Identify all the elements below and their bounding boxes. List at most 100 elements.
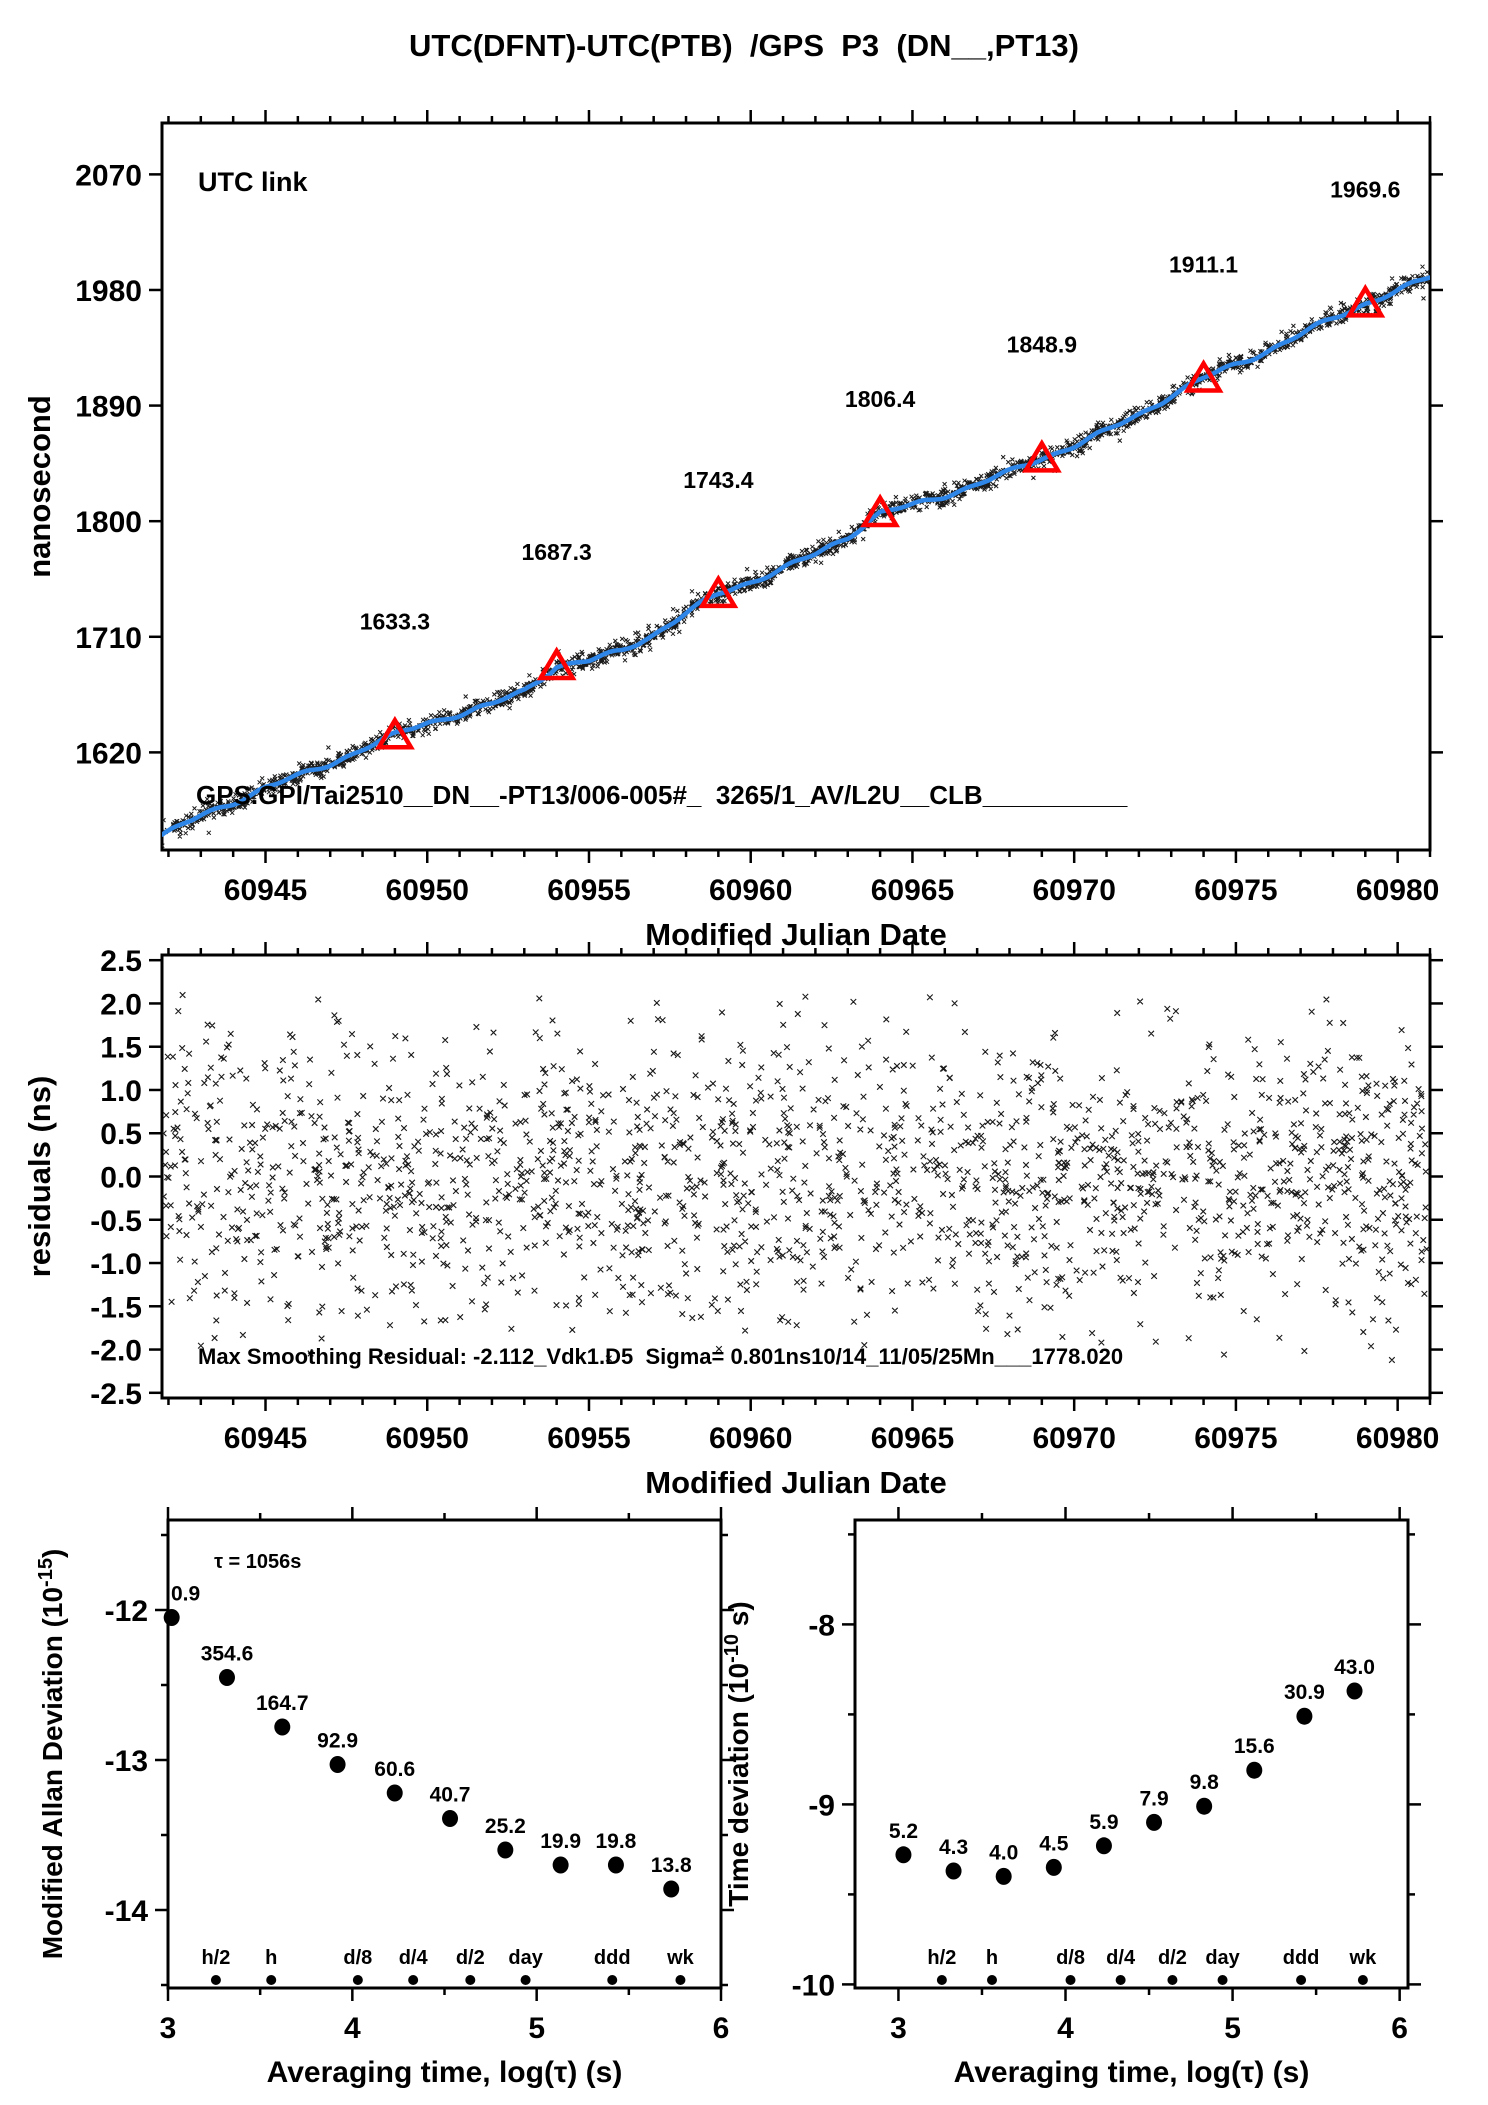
top-panel: 60945 60950 60955 60960 60965 60970 60975 60980…	[22, 110, 1443, 952]
point-value-label: 9.8	[1190, 1771, 1220, 1794]
residuals-panel: 60945 60950 60955 60960 60965 60970 60975 60980…	[22, 942, 1443, 1500]
data-point	[218, 1669, 235, 1686]
point-value-label: 1848.9	[1007, 331, 1077, 357]
y-tick-label: 1.0	[100, 1075, 142, 1108]
point-value-label: 4.3	[939, 1836, 968, 1859]
data-point	[163, 1609, 180, 1626]
point-value-label: 7.9	[1139, 1787, 1168, 1810]
y-tick-label: -14	[105, 1895, 149, 1928]
point-value-label: 15.6	[1234, 1735, 1275, 1758]
timescale-dot	[986, 1975, 997, 1985]
timescale-label: d/8	[1056, 1947, 1085, 1969]
y-tick-label: -1.0	[90, 1248, 142, 1281]
x-axis-title: Modified Julian Date	[645, 1465, 946, 1500]
residual-annotation: Max Smoothing Residual: -2.112_Vdk1.D5 S…	[198, 1344, 1123, 1369]
timescale-dot	[675, 1975, 686, 1985]
x-tick-label: 60950	[386, 874, 469, 907]
data-point	[329, 1756, 346, 1773]
point-value-label: 40.7	[430, 1784, 471, 1807]
timescale-dot	[1115, 1975, 1126, 1985]
y-tick-label: -2.0	[90, 1335, 142, 1368]
x-tick-label: 4	[1057, 2012, 1074, 2045]
residuals-scatter	[162, 991, 1430, 1364]
top-series	[162, 264, 1430, 849]
y-tick-label: 0.0	[100, 1162, 142, 1195]
residual-points	[162, 991, 1430, 1364]
x-tick-label: 3	[890, 2012, 907, 2045]
x-tick-label: 60970	[1032, 874, 1115, 907]
point-value-label: 1633.3	[360, 608, 430, 634]
timescale-dot	[936, 1975, 947, 1985]
y-tick-label: 2.5	[100, 945, 142, 978]
point-value-label: 25.2	[485, 1815, 526, 1838]
timescale-label: d/2	[456, 1947, 485, 1969]
timescale-label: h	[265, 1947, 277, 1969]
y-tick-label: 1710	[75, 622, 142, 655]
x-axis-title: Modified Julian Date	[645, 917, 946, 952]
data-point	[274, 1718, 291, 1736]
timescale-dot	[607, 1975, 618, 1985]
y-tick-label: -2.5	[90, 1378, 142, 1411]
y-tick-label: -13	[105, 1745, 148, 1778]
y-tick-label: 2.0	[100, 988, 142, 1021]
point-value-label: 13.8	[651, 1854, 692, 1877]
y-tick-label: -12	[105, 1595, 148, 1628]
x-tick-label: 60980	[1356, 874, 1439, 907]
data-point	[607, 1856, 624, 1874]
point-value-label: 0.9	[171, 1583, 200, 1606]
timescale-label: d/4	[399, 1947, 429, 1969]
point-value-label: 1911.1	[1169, 251, 1238, 277]
point-value-label: 5.9	[1089, 1811, 1118, 1834]
timescale-label: wk	[666, 1947, 695, 1969]
timescale-dot	[352, 1975, 363, 1985]
triangle-marker	[536, 646, 577, 681]
x-tick-label: 60980	[1356, 1422, 1439, 1455]
point-value-label: 1969.6	[1330, 176, 1400, 202]
utc-link-label: UTC link	[198, 167, 308, 197]
data-point	[995, 1867, 1012, 1885]
data-point	[552, 1856, 569, 1874]
x-tick-label: 60960	[709, 1422, 792, 1455]
y-axis-title: nanosecond	[22, 395, 57, 578]
triangle-marker	[1021, 438, 1062, 473]
x-tick-label: 60950	[386, 1422, 469, 1455]
triangle-marker	[1345, 283, 1386, 318]
data-point	[497, 1841, 514, 1859]
y-tick-label: 0.5	[100, 1118, 142, 1151]
point-value-label: 1806.4	[845, 386, 916, 412]
point-value-label: 164.7	[256, 1692, 309, 1715]
timescale-dot	[1296, 1975, 1307, 1985]
y-tick-label: 1620	[75, 737, 142, 770]
point-value-label: 19.8	[595, 1830, 636, 1853]
timescale-label: ddd	[1283, 1947, 1320, 1969]
data-point	[663, 1880, 680, 1898]
timescale-dot	[210, 1975, 221, 1985]
x-tick-label: 5	[528, 2012, 545, 2045]
timescale-dot	[408, 1975, 419, 1985]
timescale-label: day	[1205, 1947, 1240, 1969]
triangle-marker	[374, 715, 415, 750]
point-value-label: 4.0	[989, 1841, 1018, 1864]
plot-frame	[160, 121, 1432, 852]
point-value-label: 19.9	[540, 1830, 581, 1853]
x-tick-label: 60975	[1194, 1422, 1277, 1455]
timescale-dot	[1065, 1975, 1076, 1985]
data-point	[945, 1862, 962, 1880]
plot-frame	[166, 1518, 723, 1990]
data-point	[1146, 1813, 1163, 1831]
data-point	[386, 1784, 403, 1802]
mdev-panel: 3 4 5 6 -12 -13 -14 Averaging time, log(τ) (s) M…	[35, 1507, 734, 2089]
data-point	[1045, 1858, 1062, 1876]
point-value-label: 354.6	[201, 1643, 254, 1666]
point-value-label: 1743.4	[683, 467, 754, 493]
y-tick-label: 1890	[75, 391, 142, 424]
series-annotation: GPS.GPI/Tai2510__DN__-PT13/006-005#_ 326…	[196, 780, 1128, 810]
point-value-label: 60.6	[374, 1758, 415, 1781]
point-value-label: 1687.3	[521, 539, 591, 565]
data-point	[442, 1810, 459, 1827]
tdev-panel: 3 4 5 6 -8 -9 -10 Averaging time, log(τ) (s) Tim…	[721, 1507, 1421, 2089]
point-value-label: 92.9	[317, 1730, 358, 1753]
data-point	[1196, 1797, 1213, 1815]
